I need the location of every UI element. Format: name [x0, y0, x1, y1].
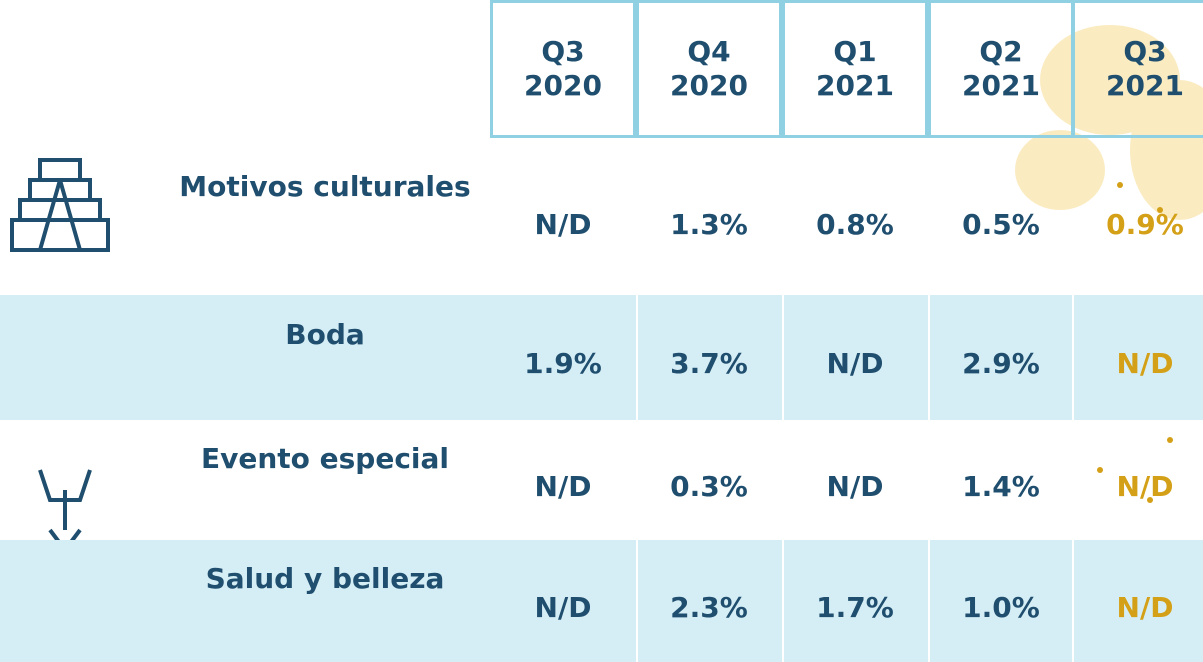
value: 1.9%	[524, 347, 602, 381]
col-sep	[636, 295, 638, 420]
column-header: Q2 2021	[928, 0, 1074, 138]
value: N/D	[1116, 347, 1174, 381]
value: N/D	[534, 207, 592, 241]
flower	[1015, 25, 1203, 220]
column-header: Q4 2020	[636, 0, 782, 138]
col-sep	[636, 540, 638, 662]
row-label: Boda	[285, 317, 365, 351]
value: 2.3%	[670, 590, 748, 624]
value: 1.4%	[962, 469, 1040, 503]
col-sep	[782, 295, 784, 420]
value: 0.8%	[816, 207, 894, 241]
col-sep	[782, 540, 784, 662]
row-label: Motivos culturales	[179, 169, 471, 203]
column-header: Q3 2020	[490, 0, 636, 138]
row-band	[0, 540, 1203, 662]
column-header: Q1 2021	[782, 0, 928, 138]
value: N/D	[1116, 590, 1174, 624]
value: 1.3%	[670, 207, 748, 241]
col-sep	[928, 295, 930, 420]
value: 0.3%	[670, 469, 748, 503]
row-band	[0, 295, 1203, 420]
value: N/D	[826, 469, 884, 503]
value: N/D	[534, 590, 592, 624]
column-header: Q3 2021	[1072, 0, 1203, 138]
value: N/D	[534, 469, 592, 503]
value: 1.0%	[962, 590, 1040, 624]
row-label: Salud y belleza	[205, 562, 445, 596]
value: 2.9%	[962, 347, 1040, 381]
value: 0.5%	[962, 207, 1040, 241]
value: 3.7%	[670, 347, 748, 381]
col-sep	[928, 540, 930, 662]
col-sep	[1072, 295, 1074, 420]
value: 1.7%	[816, 590, 894, 624]
value: N/D	[826, 347, 884, 381]
col-sep	[1072, 540, 1074, 662]
value: N/D	[1116, 469, 1174, 503]
value: 0.9%	[1106, 207, 1184, 241]
row-label: Evento especial	[200, 441, 450, 475]
